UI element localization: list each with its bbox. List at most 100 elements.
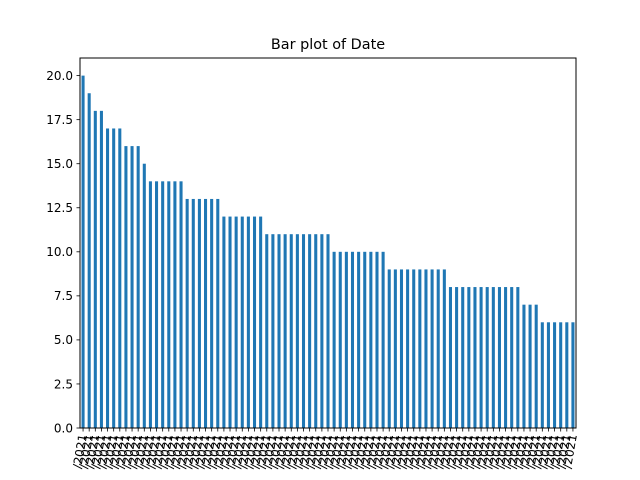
y-tick-label: 0.0 [54,421,73,435]
bar [222,216,226,428]
bar [504,287,508,428]
x-tick-label: /2021 [425,433,445,469]
bar [99,110,103,429]
bar [424,269,428,428]
bar [283,234,287,428]
bar [406,269,410,428]
bar [234,216,238,428]
x-tick-label: /2021 [150,433,170,469]
x-tick-label: /2021 [505,433,525,469]
x-tick-label: /2021 [211,433,231,469]
bar [546,322,550,428]
bar [112,128,116,429]
bar [442,269,446,428]
x-tick-label: /2021 [82,433,102,469]
bar [167,181,171,428]
x-tick-label: /2021 [468,433,488,469]
x-tick-label: /2021 [456,433,476,469]
bar [430,269,434,428]
bar [418,269,422,428]
bar [357,251,361,428]
x-tick-label: /2021 [162,433,182,469]
x-tick-label: /2021 [560,433,580,469]
bar [246,216,250,428]
bar [228,216,232,428]
bar [240,216,244,428]
bar [540,322,544,428]
x-tick-label: /2021 [168,433,188,469]
x-tick-label: /2021 [187,433,207,469]
bar [467,287,471,428]
x-tick-label: /2021 [554,433,574,469]
bar [295,234,299,428]
bar [142,163,146,428]
bar [259,216,263,428]
bar [155,181,159,428]
plot-frame [79,57,577,429]
x-tick-label: /2021 [278,433,298,469]
x-tick-label: /2021 [217,433,237,469]
x-tick-label: /2021 [499,433,519,469]
x-tick-label: /2021 [236,433,256,469]
bar [216,198,220,428]
x-tick-label: /2021 [321,433,341,469]
bar [479,287,483,428]
bar [87,93,91,429]
x-tick-label: /2021 [205,433,225,469]
x-tick-label: /2021 [395,433,415,469]
bar [93,110,97,429]
bar [461,287,465,428]
y-tick-label: 17.5 [46,113,73,127]
bar [363,251,367,428]
x-tick-label: /2021 [438,433,458,469]
bar [148,181,152,428]
bar [399,269,404,428]
bars-group [81,75,575,429]
x-tick-label: /2021 [536,433,556,469]
x-tick-label: /2021 [285,433,305,469]
x-tick-label: /2021 [376,433,396,469]
x-tick-label: /2021 [340,433,360,469]
x-tick-label: /2021 [517,433,537,469]
x-tick-label: /2021 [493,433,513,469]
x-tick-label: /2021 [131,433,151,469]
x-tick-label: /2021 [327,433,347,469]
x-tick-label: /2021 [223,433,243,469]
bar [289,234,293,428]
x-tick-label: /2021 [156,433,176,469]
bar [565,322,569,428]
bar [553,322,557,428]
bar [387,269,391,428]
x-tick-label: /2021 [297,433,317,469]
x-tick-label: /2021 [542,433,562,469]
x-tick-label: /2021 [242,433,262,469]
bar [381,251,385,428]
bar [516,287,520,428]
y-tick-label: 12.5 [46,201,73,215]
x-tick-label: /2021 [174,433,194,469]
x-tick-label: /2021 [266,433,286,469]
x-tick-label: /2021 [389,433,409,469]
x-tick-label: /2021 [113,433,133,469]
x-tick-label: /2021 [199,433,219,469]
bar [338,251,342,428]
x-tick-label: /2021 [407,433,427,469]
bar [136,146,140,428]
bar [179,181,183,428]
x-axis: /2021/2021/2021/2021/2021/2021/2021/2021… [70,428,580,470]
x-tick-label: /2021 [309,433,329,469]
x-tick-label: /2021 [180,433,200,469]
x-tick-label: /2021 [450,433,470,469]
x-tick-label: /2021 [548,433,568,469]
x-tick-label: /2021 [125,433,145,469]
x-tick-label: /2021 [413,433,433,469]
bar [124,146,128,428]
bar [118,128,122,429]
bar [448,287,452,428]
x-tick-label: /2021 [474,433,494,469]
bar [485,287,489,428]
x-tick-label: /2021 [370,433,390,469]
bar [326,234,330,428]
x-tick-label: /2021 [523,433,543,469]
